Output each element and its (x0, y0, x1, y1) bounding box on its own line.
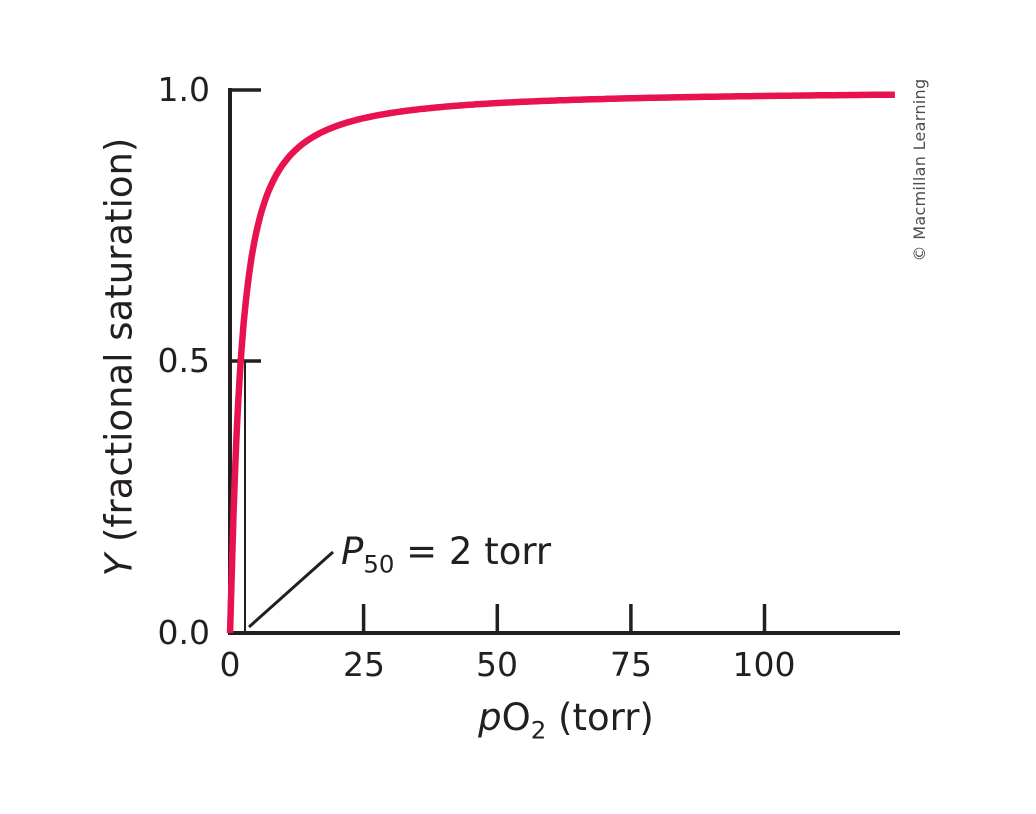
y-tick-label-0.0: 0.0 (157, 613, 210, 652)
p50-annotation-symbol: P (341, 530, 364, 573)
p50-annotation: P50 = 2 torr (341, 530, 552, 576)
p50-annotation-value: = 2 torr (394, 530, 552, 573)
y-axis-label-text: (fractional saturation) (97, 137, 141, 554)
x-tick-label-50: 50 (476, 645, 518, 684)
x-tick-label-75: 75 (610, 645, 652, 684)
x-tick-label-25: 25 (343, 645, 385, 684)
y-axis-label: Y (fractional saturation) (97, 137, 141, 577)
y-tick-label-1.0: 1.0 (157, 70, 210, 109)
y-tick-marks (230, 88, 261, 363)
annotation-pointer-line (248, 550, 334, 629)
binding-curve (226, 91, 895, 633)
y-axis-label-symbol: Y (97, 553, 141, 577)
x-tick-marks (361, 604, 767, 633)
copyright-credit: © Macmillan Learning (910, 78, 929, 262)
x-tick-label-0: 0 (219, 645, 241, 684)
x-axis-label-unit: (torr) (546, 696, 654, 739)
x-axis-label-symbol: p (478, 696, 502, 739)
axis-lines (228, 88, 900, 635)
p50-annotation-subscript: 50 (363, 549, 395, 579)
x-axis-label-species: O (501, 696, 531, 739)
y-tick-label-0.5: 0.5 (157, 341, 210, 380)
x-tick-label-100: 100 (732, 645, 796, 684)
x-axis-label-subscript: 2 (530, 715, 547, 745)
x-axis-label: pO2 (torr) (478, 696, 654, 742)
